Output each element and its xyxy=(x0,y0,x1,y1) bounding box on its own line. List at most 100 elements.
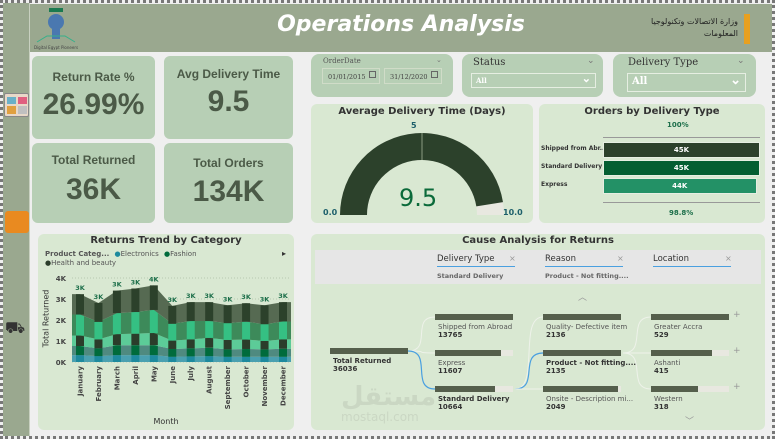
series-0-point-june[interactable] xyxy=(168,356,177,362)
location-node-bar[interactable] xyxy=(651,314,729,320)
series-3-point-october[interactable] xyxy=(242,321,251,340)
series-2-point-january[interactable] xyxy=(76,335,84,347)
scroll-up-icon[interactable]: ︿ xyxy=(578,293,588,303)
series-2-point-march[interactable] xyxy=(112,334,121,346)
series-4-point-february[interactable] xyxy=(94,302,103,322)
series-3-point-june[interactable] xyxy=(168,323,177,341)
series-2-point-may[interactable] xyxy=(149,333,158,346)
series-3-point-may[interactable] xyxy=(149,309,158,334)
series-1-point-may[interactable] xyxy=(149,345,158,356)
series-0-point-august[interactable] xyxy=(205,356,214,362)
expand-plus-icon[interactable]: + xyxy=(733,346,741,356)
end-date-input[interactable]: 31/12/2020 xyxy=(384,68,442,84)
remove-level-icon[interactable]: × xyxy=(509,254,516,263)
series-3-point-august[interactable] xyxy=(205,321,214,338)
series-3-point-march[interactable] xyxy=(112,313,121,335)
series-0-point-february[interactable] xyxy=(94,356,103,362)
series-0-point-september[interactable] xyxy=(223,356,232,362)
series-0-point-march[interactable] xyxy=(112,355,121,362)
delivery-type-slicer[interactable]: Delivery Type ⌄ All ⌄ xyxy=(613,54,756,97)
series-1-point-august[interactable] xyxy=(205,347,214,357)
series-2-point-december[interactable] xyxy=(279,339,287,349)
series-2-point-august[interactable] xyxy=(205,337,214,348)
series-1-point-july[interactable] xyxy=(186,348,195,357)
series-4-point-march[interactable] xyxy=(112,290,121,314)
series-3-point-april[interactable] xyxy=(131,312,140,334)
series-1-point-april[interactable] xyxy=(131,345,140,356)
bar-0[interactable]: 45K xyxy=(603,142,760,158)
series-1-point-february[interactable] xyxy=(94,348,103,357)
series-2-point-july[interactable] xyxy=(186,339,195,349)
delivery-node-bar[interactable] xyxy=(435,314,513,320)
expand-plus-icon[interactable]: + xyxy=(733,310,741,320)
root-node-bar[interactable] xyxy=(330,348,408,354)
series-2-point-june[interactable] xyxy=(168,340,177,349)
legend-item-electronics[interactable]: ●Electronics xyxy=(114,250,159,258)
series-2-point-november[interactable] xyxy=(260,341,269,350)
series-0-point-april[interactable] xyxy=(131,355,140,362)
order-date-slicer[interactable]: OrderDate ⌄ 01/01/2015 31/12/2020 xyxy=(311,54,453,97)
calendar-icon[interactable] xyxy=(369,71,376,78)
series-1-point-march[interactable] xyxy=(112,345,121,356)
series-1-point-january[interactable] xyxy=(76,346,84,356)
chevron-down-icon[interactable]: ⌄ xyxy=(436,56,442,64)
series-4-point-july[interactable] xyxy=(186,302,195,322)
series-0-point-may[interactable] xyxy=(149,355,158,362)
series-3-point-november[interactable] xyxy=(260,324,269,341)
bar-2[interactable]: 44K xyxy=(603,178,757,194)
series-1-point-october[interactable] xyxy=(242,348,251,357)
series-2-point-september[interactable] xyxy=(223,339,232,350)
report-icon[interactable] xyxy=(4,93,29,117)
series-4-point-april[interactable] xyxy=(131,288,140,313)
area-series-1[interactable] xyxy=(72,345,291,357)
status-dropdown[interactable]: All ⌄ xyxy=(471,72,596,88)
legend-next-arrow-icon[interactable]: ▸ xyxy=(282,249,287,258)
series-3-point-february[interactable] xyxy=(94,321,103,340)
series-4-point-january[interactable] xyxy=(76,294,84,315)
bar-1[interactable]: 45K xyxy=(603,160,760,176)
delivery-node-bar[interactable] xyxy=(435,386,513,392)
series-4-point-october[interactable] xyxy=(242,303,251,322)
series-1-point-december[interactable] xyxy=(279,348,287,357)
series-4-point-august[interactable] xyxy=(205,302,214,322)
calendar-icon[interactable] xyxy=(431,71,438,78)
legend-item-fashion[interactable]: ●Fashion xyxy=(164,250,197,258)
delivery-truck-icon[interactable]: ⛟ xyxy=(5,318,26,337)
series-1-point-june[interactable] xyxy=(168,348,177,357)
series-1-point-november[interactable] xyxy=(260,349,269,357)
series-4-point-september[interactable] xyxy=(223,305,232,324)
location-node-bar[interactable] xyxy=(651,386,729,392)
series-2-point-october[interactable] xyxy=(242,339,251,349)
reason-node-bar[interactable] xyxy=(543,314,621,320)
series-1-point-september[interactable] xyxy=(223,349,232,357)
reason-node-bar[interactable] xyxy=(543,350,621,356)
status-slicer[interactable]: Status ⌄ All ⌄ xyxy=(462,54,603,97)
series-3-point-july[interactable] xyxy=(186,321,195,340)
series-3-point-september[interactable] xyxy=(223,323,232,340)
expand-plus-icon[interactable]: + xyxy=(733,382,741,392)
boxes-icon[interactable] xyxy=(5,211,29,233)
scroll-down-icon[interactable]: ﹀ xyxy=(685,417,695,427)
delivery-node-bar[interactable] xyxy=(435,350,513,356)
series-3-point-january[interactable] xyxy=(76,314,84,336)
series-2-point-april[interactable] xyxy=(131,333,140,346)
remove-level-icon[interactable]: × xyxy=(617,254,624,263)
remove-level-icon[interactable]: × xyxy=(725,254,732,263)
area-series-4[interactable] xyxy=(72,285,291,325)
series-4-point-may[interactable] xyxy=(149,285,158,310)
series-0-point-july[interactable] xyxy=(186,356,195,362)
series-3-point-december[interactable] xyxy=(279,321,287,340)
location-node-bar[interactable] xyxy=(651,350,729,356)
series-4-point-november[interactable] xyxy=(260,305,269,325)
reason-node-bar[interactable] xyxy=(543,386,621,392)
start-date-input[interactable]: 01/01/2015 xyxy=(322,68,380,84)
series-4-point-december[interactable] xyxy=(279,302,287,322)
series-0-point-december[interactable] xyxy=(279,356,287,362)
series-0-point-october[interactable] xyxy=(242,356,251,362)
series-4-point-june[interactable] xyxy=(168,305,177,324)
area-series-3[interactable] xyxy=(72,309,291,341)
legend-item-health-and-beauty[interactable]: ●Health and beauty xyxy=(45,259,117,267)
series-2-point-february[interactable] xyxy=(94,339,103,349)
series-0-point-november[interactable] xyxy=(260,356,269,362)
delivery-type-dropdown[interactable]: All ⌄ xyxy=(627,73,746,92)
